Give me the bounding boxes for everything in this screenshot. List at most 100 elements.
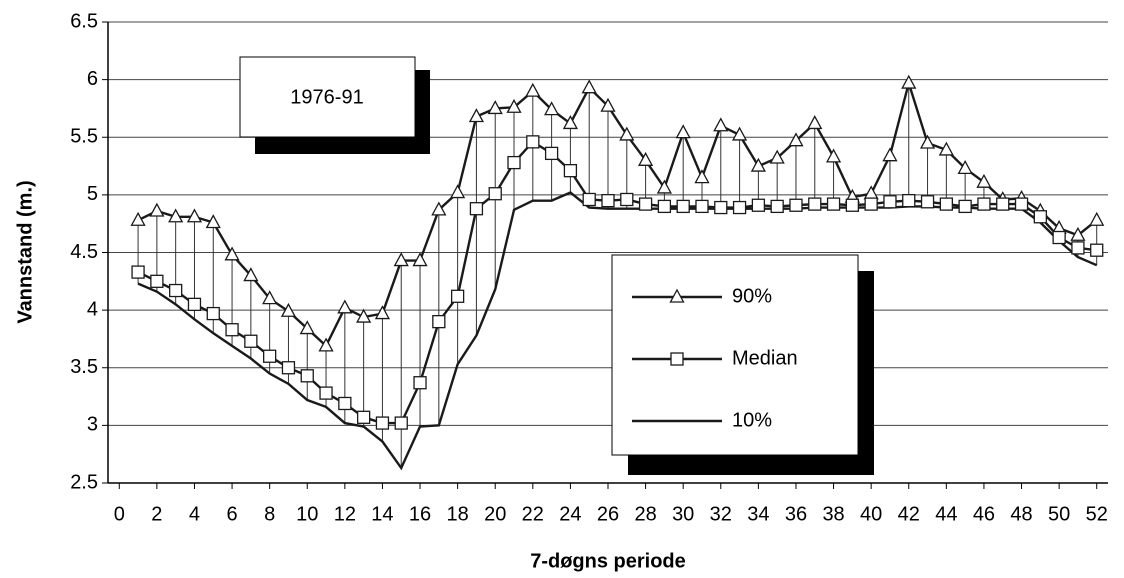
square-marker xyxy=(450,289,465,303)
y-tick-label: 6 xyxy=(87,68,98,90)
triangle-marker xyxy=(450,184,466,199)
triangle-marker xyxy=(1070,226,1086,241)
square-marker xyxy=(1033,210,1047,224)
square-marker xyxy=(732,200,747,215)
triangle-marker xyxy=(468,108,485,123)
x-tick-label: 2 xyxy=(151,503,162,525)
x-tick-label: 38 xyxy=(822,503,844,525)
square-marker xyxy=(845,198,860,212)
square-marker xyxy=(714,200,728,215)
square-marker xyxy=(169,283,183,298)
x-tick-label: 48 xyxy=(1010,503,1032,525)
square-marker xyxy=(920,195,935,209)
square-marker xyxy=(958,199,972,214)
square-marker xyxy=(507,155,521,170)
y-tick-label: 4 xyxy=(87,298,98,320)
triangle-marker xyxy=(919,134,936,149)
triangle-marker xyxy=(262,290,278,305)
square-marker xyxy=(544,146,559,161)
y-tick-label: 5 xyxy=(87,183,98,205)
x-tick-label: 0 xyxy=(114,503,125,525)
x-tick-label: 6 xyxy=(226,503,237,525)
square-marker xyxy=(939,197,953,211)
triangle-marker xyxy=(149,202,165,217)
triangle-marker xyxy=(299,320,315,335)
x-tick-label: 22 xyxy=(522,503,544,525)
square-marker xyxy=(1090,243,1104,257)
triangle-marker xyxy=(224,246,240,261)
triangle-marker xyxy=(393,252,409,267)
square-marker xyxy=(657,199,672,214)
x-tick-label: 36 xyxy=(785,503,807,525)
square-marker xyxy=(187,297,202,312)
square-marker xyxy=(1071,241,1085,255)
square-marker xyxy=(413,376,427,390)
triangle-marker xyxy=(544,101,560,116)
series-line xyxy=(137,140,1097,425)
square-marker xyxy=(770,199,784,214)
square-marker xyxy=(864,197,878,211)
x-tick-label: 10 xyxy=(296,503,318,525)
y-axis-title: Vannstand (m.) xyxy=(14,180,36,323)
square-marker xyxy=(432,314,446,329)
square-marker xyxy=(620,192,634,207)
triangle-marker xyxy=(1089,211,1105,226)
triangle-marker xyxy=(168,208,184,223)
triangle-marker xyxy=(506,98,522,113)
square-marker xyxy=(563,164,578,178)
square-marker xyxy=(225,323,239,337)
triangle-marker xyxy=(656,179,672,194)
triangle-marker xyxy=(863,185,879,200)
triangle-marker xyxy=(525,82,541,97)
square-marker xyxy=(319,386,333,400)
square-marker xyxy=(356,410,371,424)
legend-label: 10% xyxy=(732,409,772,431)
square-marker xyxy=(263,349,277,363)
triangle-marker xyxy=(638,151,654,166)
square-marker xyxy=(676,199,690,214)
triangle-marker xyxy=(807,115,823,130)
square-marker xyxy=(1052,230,1066,245)
square-marker xyxy=(300,369,314,383)
square-marker xyxy=(375,416,390,430)
x-tick-label: 20 xyxy=(484,503,506,525)
x-tick-label: 8 xyxy=(264,503,275,525)
square-marker xyxy=(469,202,484,216)
triangle-marker xyxy=(431,201,447,216)
triangle-marker xyxy=(356,308,372,323)
triangle-marker xyxy=(280,302,297,317)
triangle-marker xyxy=(750,157,766,172)
x-tick-label: 44 xyxy=(935,503,957,525)
triangle-marker xyxy=(731,126,748,141)
annotation-box xyxy=(239,56,416,138)
square-marker xyxy=(826,197,841,211)
x-tick-label: 24 xyxy=(559,503,581,525)
square-marker xyxy=(206,306,220,321)
x-tick-label: 12 xyxy=(334,503,356,525)
y-tick-label: 5.5 xyxy=(70,126,98,148)
triangle-marker xyxy=(205,214,221,229)
square-marker xyxy=(131,265,145,279)
triangle-marker xyxy=(976,173,992,188)
triangle-marker xyxy=(938,141,954,156)
triangle-marker xyxy=(788,132,804,147)
square-marker xyxy=(902,193,916,208)
triangle-marker xyxy=(374,305,391,320)
y-tick-label: 6.5 xyxy=(70,10,98,32)
x-tick-label: 46 xyxy=(973,503,995,525)
triangle-marker xyxy=(619,126,635,141)
square-marker xyxy=(751,198,766,212)
square-marker xyxy=(244,334,258,348)
y-tick-label: 2.5 xyxy=(70,471,98,493)
square-marker xyxy=(582,192,596,207)
x-tick-label: 26 xyxy=(597,503,619,525)
triangle-marker xyxy=(581,79,597,94)
triangle-marker xyxy=(412,252,428,267)
x-tick-label: 18 xyxy=(446,503,468,525)
x-tick-label: 52 xyxy=(1086,503,1108,525)
y-tick-label: 3 xyxy=(87,414,98,436)
triangle-marker xyxy=(337,299,353,314)
x-tick-label: 14 xyxy=(371,503,393,525)
series-line xyxy=(137,78,1098,348)
